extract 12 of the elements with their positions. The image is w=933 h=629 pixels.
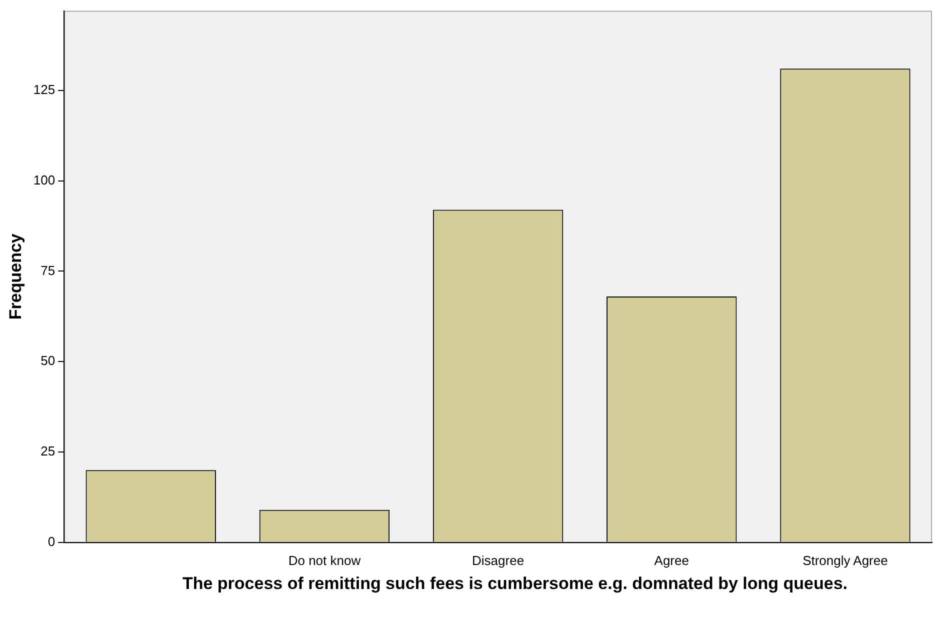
x-tick-label: Do not know	[288, 552, 362, 568]
x-tick-label: Disagree	[472, 552, 524, 568]
y-tick-label: 75	[40, 262, 56, 278]
x-tick-label: Strongly Agree	[802, 552, 888, 568]
y-tick-label: 25	[40, 444, 56, 459]
y-tick-label: 100	[33, 172, 56, 188]
x-tick-label: Agree	[654, 552, 689, 568]
y-tick-label: 0	[48, 534, 56, 549]
y-tick-label: 125	[33, 82, 56, 97]
y-axis-title: Frequency	[6, 233, 25, 320]
x-axis-title: The process of remitting such fees is cumbersome e.g. domnated by long queues.	[181, 574, 849, 593]
y-tick-label: 50	[40, 353, 56, 368]
